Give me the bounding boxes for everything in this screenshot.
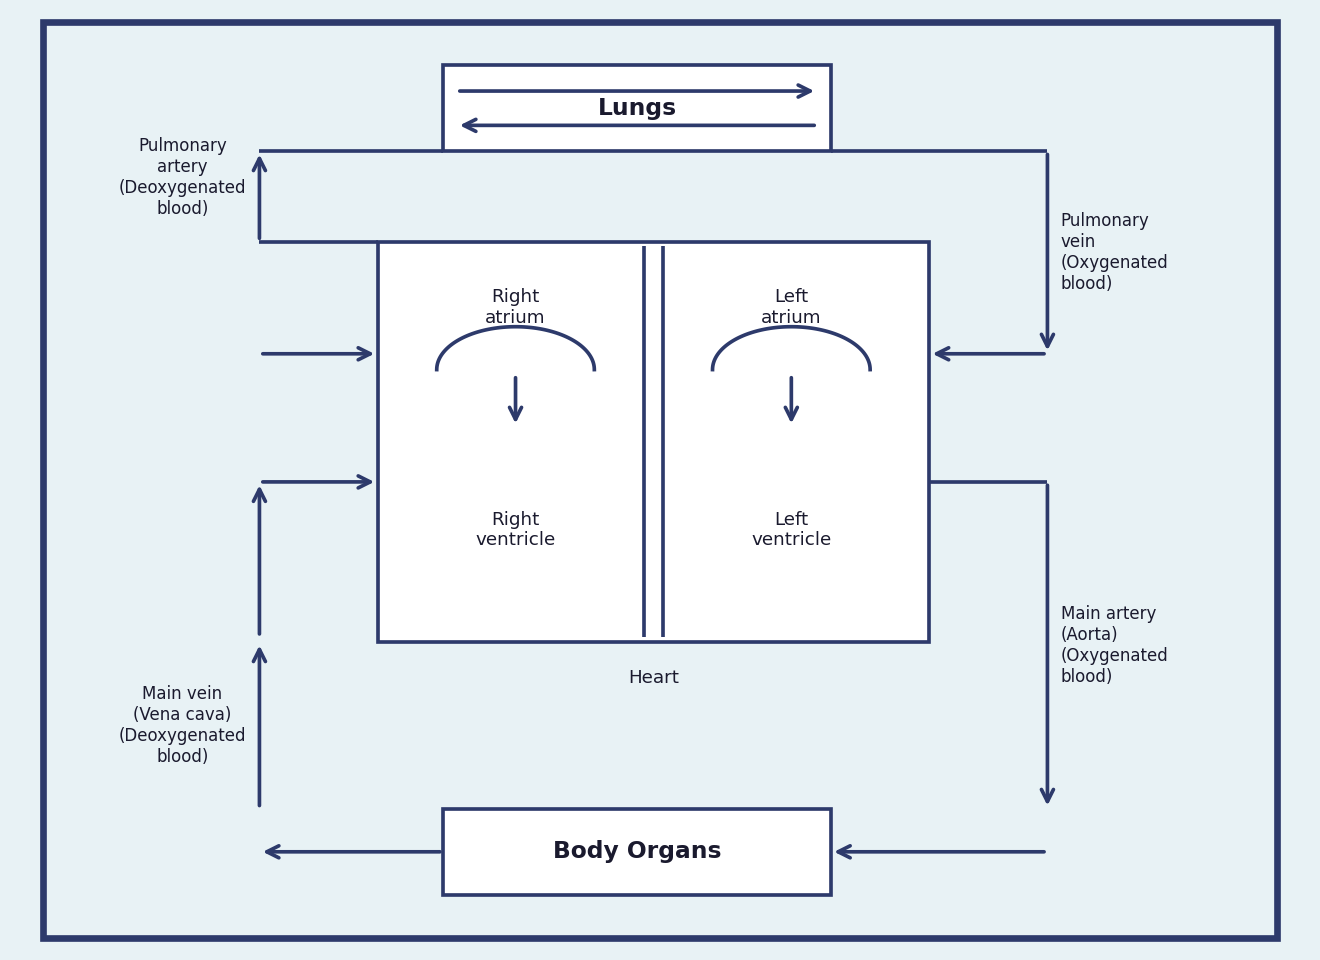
Text: Main artery
(Aorta)
(Oxygenated
blood): Main artery (Aorta) (Oxygenated blood) <box>1060 605 1168 685</box>
Text: Right
atrium: Right atrium <box>486 288 546 327</box>
Text: Lungs: Lungs <box>598 97 677 120</box>
Text: Pulmonary
artery
(Deoxygenated
blood): Pulmonary artery (Deoxygenated blood) <box>119 137 247 218</box>
FancyBboxPatch shape <box>444 65 830 151</box>
Text: Body Organs: Body Organs <box>553 840 721 863</box>
Text: Heart: Heart <box>628 669 678 687</box>
FancyBboxPatch shape <box>378 242 929 642</box>
Text: Pulmonary
vein
(Oxygenated
blood): Pulmonary vein (Oxygenated blood) <box>1060 212 1168 293</box>
Text: Right
ventricle: Right ventricle <box>475 511 556 549</box>
Text: Left
atrium: Left atrium <box>762 288 821 327</box>
FancyBboxPatch shape <box>42 22 1278 938</box>
Text: Left
ventricle: Left ventricle <box>751 511 832 549</box>
Text: Main vein
(Vena cava)
(Deoxygenated
blood): Main vein (Vena cava) (Deoxygenated bloo… <box>119 685 247 766</box>
FancyBboxPatch shape <box>444 809 830 895</box>
